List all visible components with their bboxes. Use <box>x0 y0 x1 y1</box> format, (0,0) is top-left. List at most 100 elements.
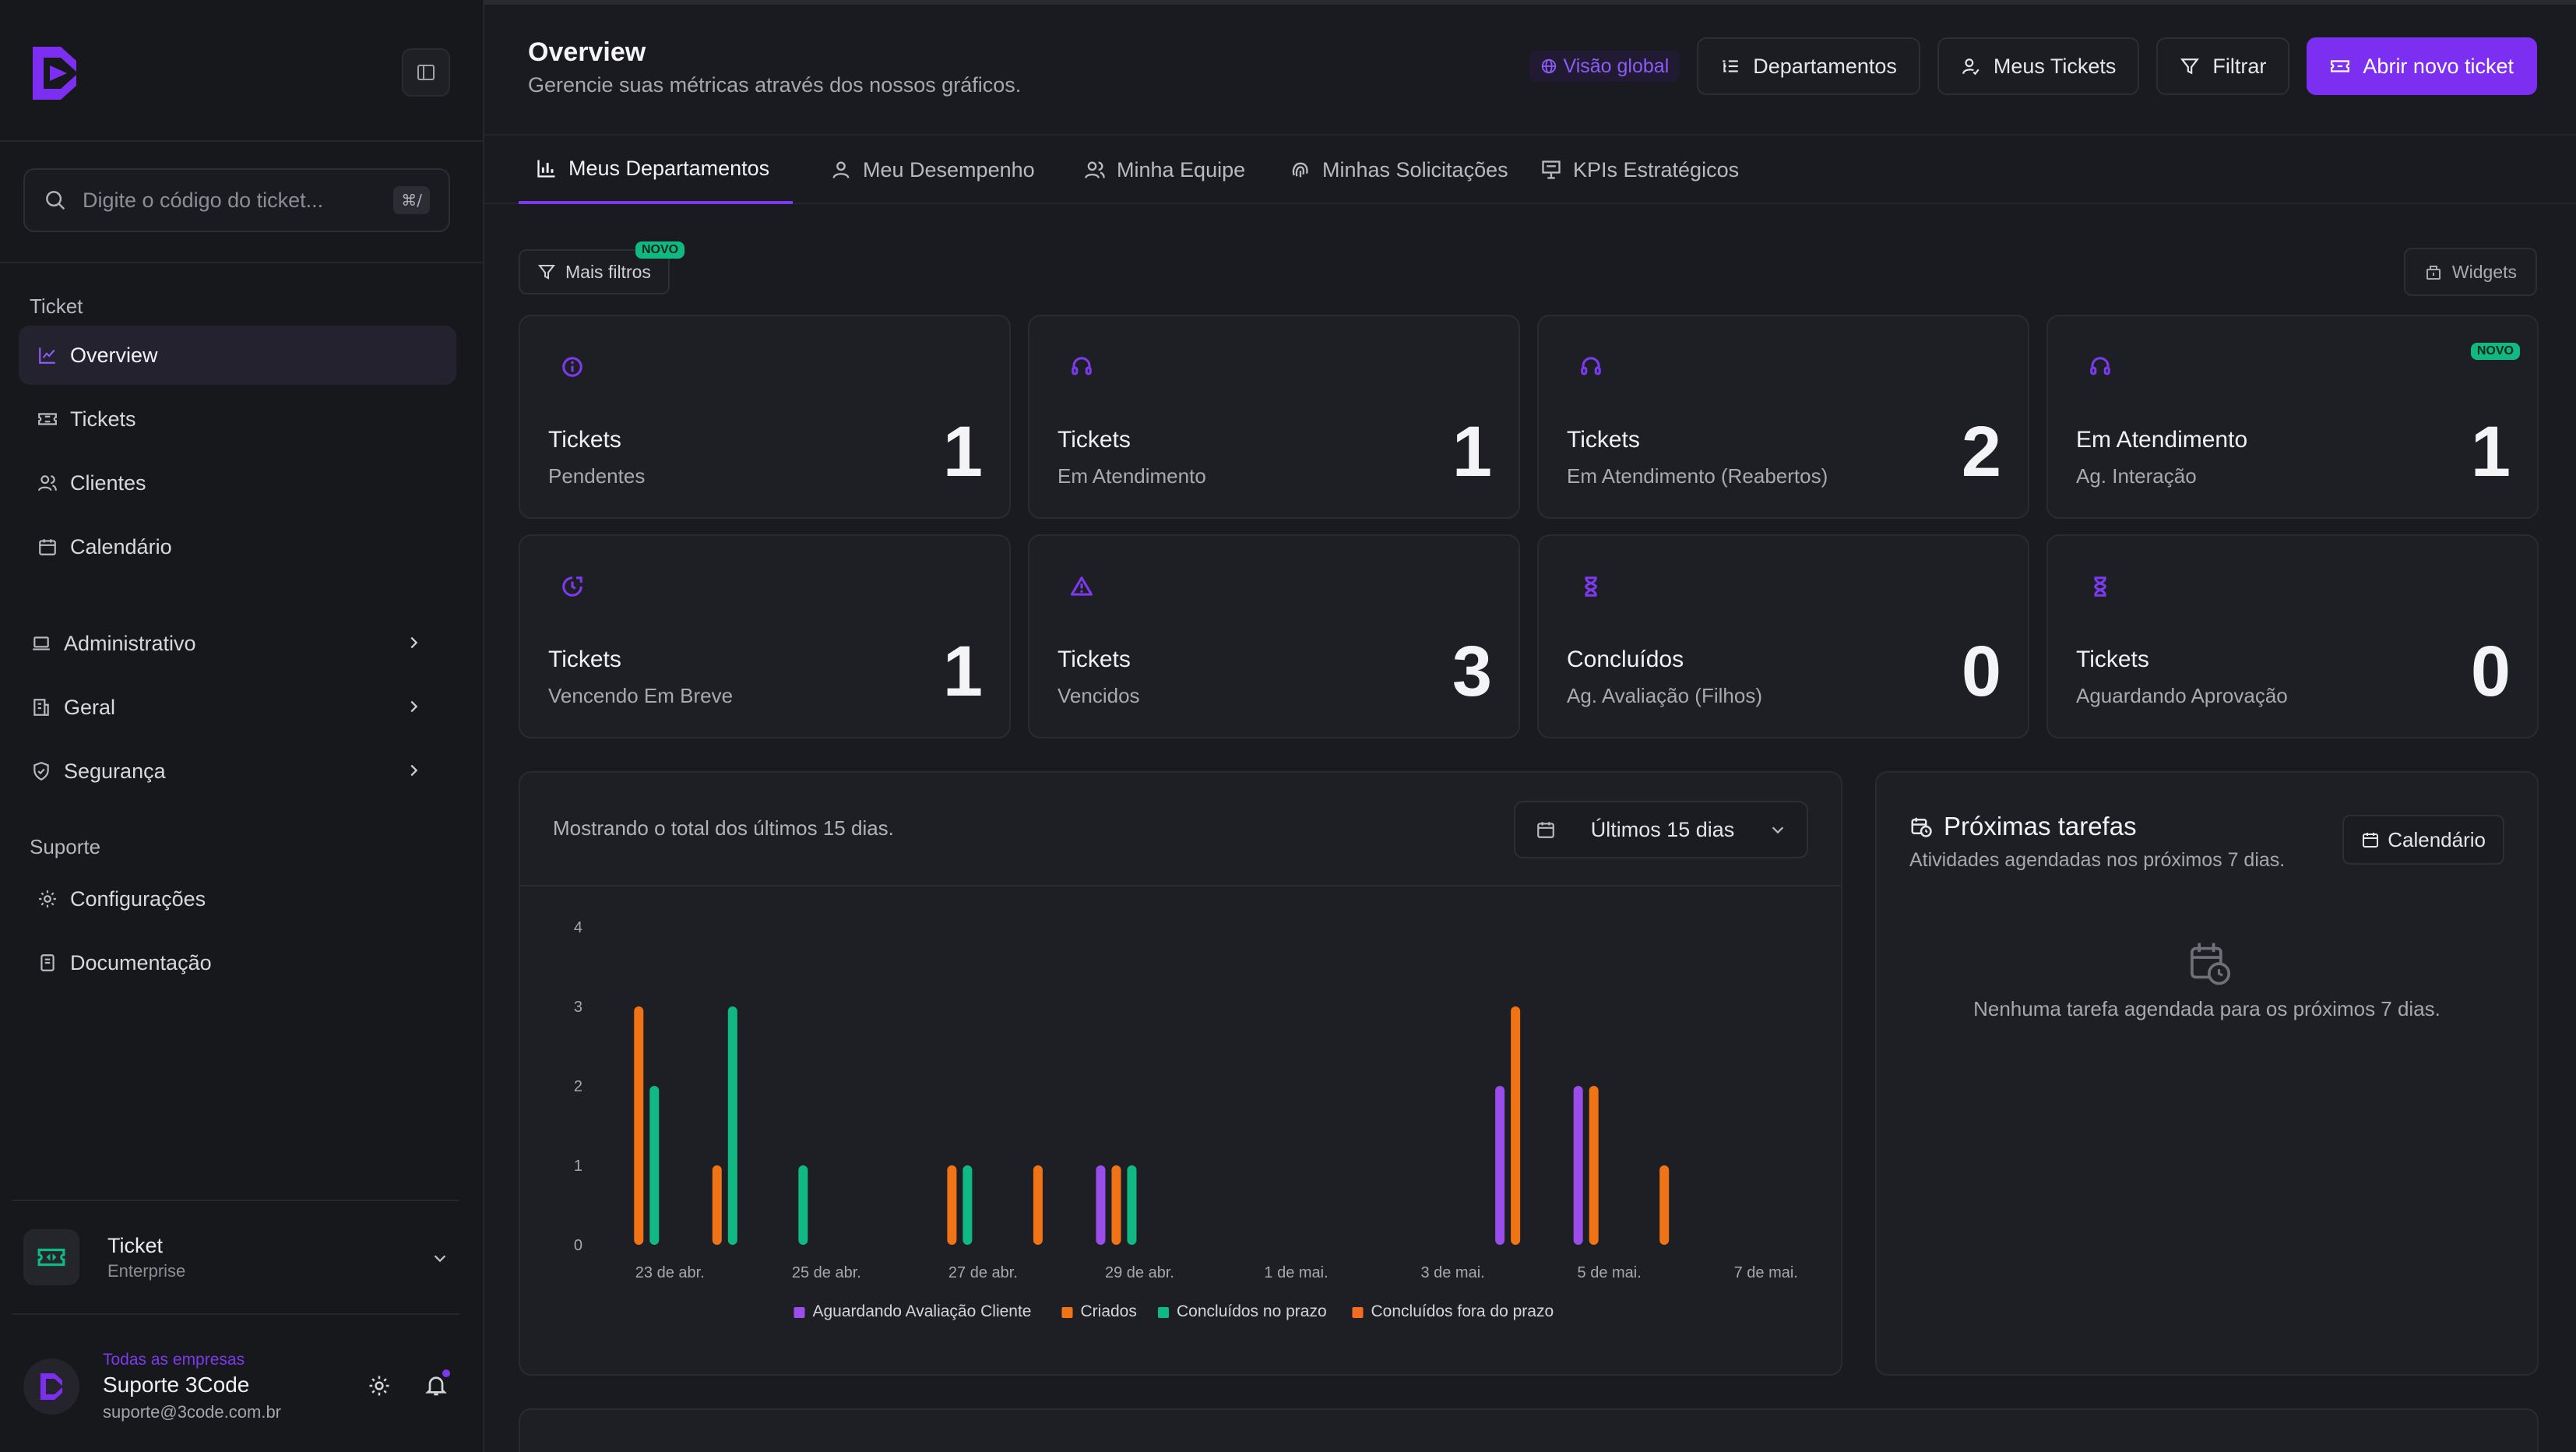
card-subtitle: Ag. Interação <box>2076 464 2197 488</box>
x-tick-label: 5 de mai. <box>1578 1264 1642 1281</box>
bell-icon[interactable] <box>424 1373 449 1397</box>
tab-minhas-solicitacoes[interactable]: Minhas Solicitações <box>1272 136 1526 204</box>
metric-card-em-atendimento[interactable]: Tickets Em Atendimento 1 <box>1028 315 1520 519</box>
card-subtitle: Aguardando Aprovação <box>2076 684 2288 707</box>
sidebar-item-label: Calendário <box>70 534 172 559</box>
brand-avatar-icon <box>40 1373 62 1400</box>
card-title: Tickets <box>2076 647 2149 672</box>
sidebar-toggle-button[interactable] <box>402 48 450 97</box>
avatar[interactable] <box>23 1359 79 1415</box>
legend-label: Criados <box>1081 1302 1137 1320</box>
sidebar-item-documentacao[interactable]: Documentação <box>19 933 456 992</box>
ticket-search-input[interactable]: Digite o código do ticket... ⌘/ <box>23 168 450 232</box>
tasks-title: Próximas tarefas <box>1944 812 2137 841</box>
tab-kpis-estrategicos[interactable]: KPIs Estratégicos <box>1523 136 1756 204</box>
sidebar-item-clientes[interactable]: Clientes <box>19 453 456 513</box>
calendar-clock-icon <box>1911 817 1932 837</box>
book-icon <box>40 954 55 971</box>
card-value: 3 <box>1452 632 1492 711</box>
tab-minha-equipe[interactable]: Minha Equipe <box>1067 136 1262 204</box>
card-value: 1 <box>942 412 983 492</box>
metric-card-ag-avaliacao[interactable]: Concluídos Ag. Avaliação (Filhos) 0 <box>1537 534 2029 738</box>
legend-swatch <box>1061 1307 1073 1318</box>
card-subtitle: Em Atendimento <box>1057 464 1206 488</box>
brand-logo[interactable] <box>26 42 83 104</box>
tab-label: Minhas Solicitações <box>1322 157 1508 182</box>
card-subtitle: Vencendo Em Breve <box>548 684 734 707</box>
tab-meus-departamentos[interactable]: Meus Departamentos <box>519 136 793 204</box>
metric-card-reabertos[interactable]: Tickets Em Atendimento (Reabertos) 2 <box>1537 315 2029 519</box>
card-title: Concluídos <box>1567 647 1684 672</box>
legend-label: Concluídos fora do prazo <box>1371 1302 1554 1320</box>
divider <box>520 885 1841 886</box>
sidebar-item-overview[interactable]: Overview <box>19 326 456 385</box>
sidebar-group-seguranca[interactable]: Segurança <box>19 742 456 801</box>
widgets-button[interactable]: Widgets <box>2403 248 2537 296</box>
calendar-button[interactable]: Calendário <box>2342 815 2504 865</box>
filter-button[interactable]: Filtrar <box>2156 37 2290 95</box>
chart-bar <box>1033 1165 1043 1245</box>
divider <box>12 1200 459 1201</box>
my-tickets-label: Meus Tickets <box>1993 54 2117 78</box>
new-ticket-button[interactable]: Abrir novo ticket <box>2307 37 2537 95</box>
x-tick-label: 3 de mai. <box>1420 1264 1484 1281</box>
card-title: Tickets <box>548 647 621 672</box>
shield-check-icon <box>33 762 49 781</box>
sidebar-item-label: Clientes <box>70 470 146 495</box>
sidebar-item-configuracoes[interactable]: Configurações <box>19 869 456 929</box>
legend-label: Aguardando Avaliação Cliente <box>813 1302 1032 1320</box>
card-title: Tickets <box>1057 647 1131 672</box>
chart-bar <box>1589 1086 1599 1245</box>
x-tick-label: 29 de abr. <box>1105 1264 1174 1281</box>
chart-bar <box>1495 1086 1505 1245</box>
card-value: 2 <box>1961 412 2001 492</box>
new-badge: NOVO <box>635 241 685 259</box>
sidebar-item-calendario[interactable]: Calendário <box>19 517 456 576</box>
gear-icon[interactable] <box>368 1374 391 1397</box>
sidebar-item-label: Documentação <box>70 950 212 974</box>
top-border <box>0 0 2576 5</box>
chart-bar <box>1127 1165 1137 1245</box>
y-tick-label: 3 <box>574 999 582 1016</box>
chart-bar <box>634 1006 644 1245</box>
chart-bar <box>1659 1165 1670 1245</box>
sidebar-item-tickets[interactable]: Tickets <box>19 389 456 449</box>
sidebar-item-label: Configurações <box>70 886 206 911</box>
info-icon <box>562 357 582 377</box>
headset-icon <box>1072 357 1092 375</box>
metric-card-pendentes[interactable]: Tickets Pendentes 1 <box>519 315 1011 519</box>
search-shortcut-badge: ⌘/ <box>393 186 430 214</box>
chart-bar <box>1511 1006 1521 1245</box>
my-tickets-button[interactable]: Meus Tickets <box>1937 37 2140 95</box>
sidebar-group-geral[interactable]: Geral <box>19 678 456 737</box>
card-subtitle: Vencidos <box>1057 684 1140 707</box>
org-name: Ticket <box>107 1233 164 1257</box>
gear-icon <box>39 890 56 908</box>
global-view-badge[interactable]: Visão global <box>1529 51 1680 82</box>
tab-label: Minha Equipe <box>1117 157 1246 182</box>
sidebar-group-label: Geral <box>64 695 116 719</box>
tab-meu-desempenho[interactable]: Meu Desempenho <box>813 136 1052 204</box>
legend-swatch <box>1158 1307 1169 1318</box>
departments-button[interactable]: Departamentos <box>1697 37 1920 95</box>
chart-bar <box>798 1165 808 1245</box>
metric-card-ag-interacao[interactable]: NOVO Em Atendimento Ag. Interação 1 <box>2046 315 2539 519</box>
x-tick-label: 25 de abr. <box>792 1264 861 1281</box>
notification-dot <box>442 1369 450 1377</box>
user-email: suporte@3code.com.br <box>103 1402 282 1422</box>
metric-card-vencidos[interactable]: Tickets Vencidos 3 <box>1028 534 1520 738</box>
chevron-right-icon <box>410 700 418 713</box>
header-actions: Visão global Departamentos Meus Tickets … <box>1529 37 2537 95</box>
new-ticket-label: Abrir novo ticket <box>2363 54 2514 78</box>
metric-card-aguardando-aprovacao[interactable]: Tickets Aguardando Aprovação 0 <box>2046 534 2539 738</box>
organization-switcher[interactable]: Ticket Enterprise <box>23 1226 459 1288</box>
globe-icon <box>1541 58 1556 74</box>
metric-card-vencendo[interactable]: Tickets Vencendo Em Breve 1 <box>519 534 1011 738</box>
more-filters-button[interactable]: Mais filtros <box>519 249 670 294</box>
chevron-down-icon <box>434 1255 446 1263</box>
list-tree-icon <box>1723 60 1739 72</box>
sidebar-group-label: Segurança <box>64 759 166 783</box>
x-tick-label: 7 de mai. <box>1734 1264 1798 1281</box>
date-range-select[interactable]: Últimos 15 dias <box>1514 801 1808 858</box>
sidebar-group-administrativo[interactable]: Administrativo <box>19 614 456 673</box>
